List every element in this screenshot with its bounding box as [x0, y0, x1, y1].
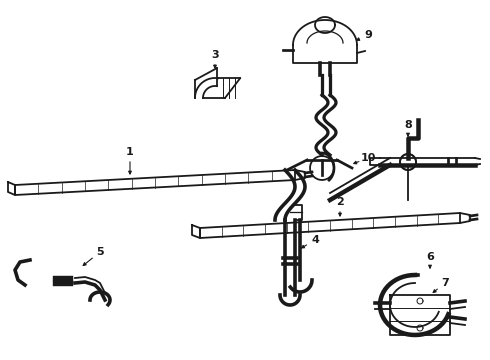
Text: 6: 6 [426, 252, 434, 262]
Text: 3: 3 [211, 50, 219, 60]
Text: 2: 2 [336, 197, 344, 207]
Text: 10: 10 [360, 153, 376, 163]
Text: 7: 7 [441, 278, 449, 288]
Text: 5: 5 [96, 247, 104, 257]
Text: 1: 1 [126, 147, 134, 157]
Text: 4: 4 [311, 235, 319, 245]
Text: 8: 8 [404, 120, 412, 130]
Text: 9: 9 [364, 30, 372, 40]
